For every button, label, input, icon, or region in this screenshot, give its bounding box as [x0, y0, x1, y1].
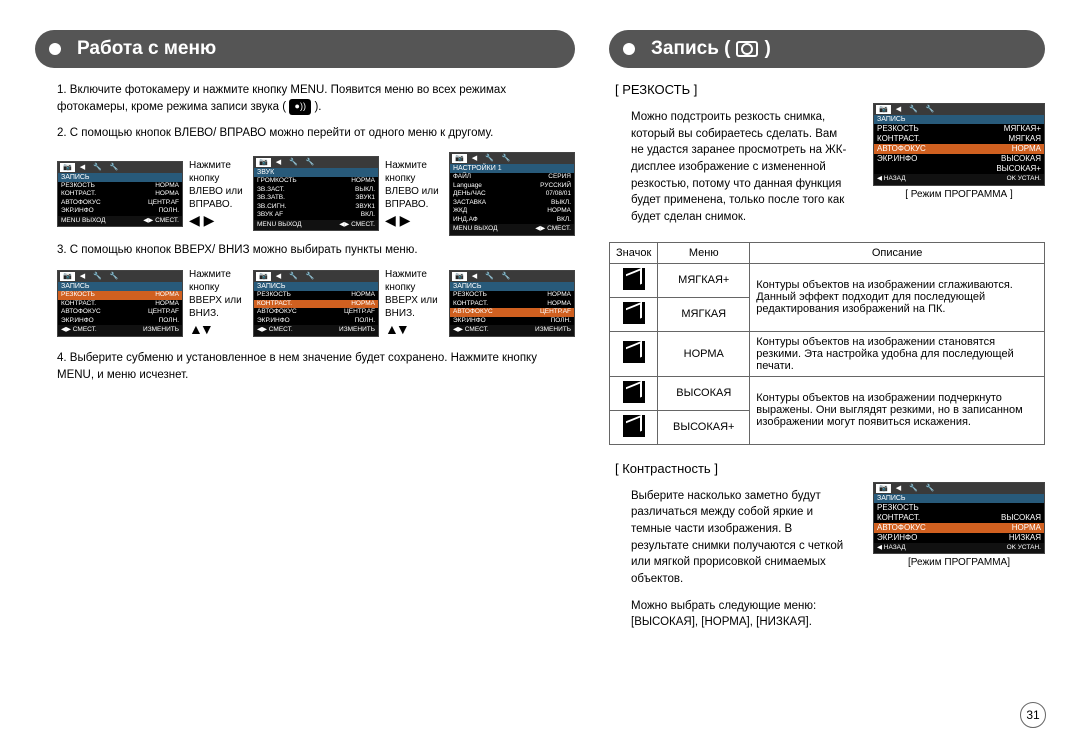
lcd4: 📷◀🔧🔧ЗАПИСЬРЕЗКОСТЬНОРМАКОНТРАСТ.НОРМААВТ…	[57, 270, 183, 337]
sharp-icon	[623, 268, 645, 290]
menu-cell: ВЫСОКАЯ	[658, 376, 750, 410]
hint-ud-2: Нажмите кнопку ВВЕРХ или ВНИЗ. ▲▼	[385, 268, 443, 338]
sharp-icon-cell	[610, 297, 658, 331]
lcd2: 📷◀🔧🔧ЗВУКГРОМКОСТЬНОРМАЗВ.ЗАСТ.ВЫКЛ.ЗВ.ЗА…	[253, 156, 379, 231]
page-columns: Работа с меню 1. Включите фотокамеру и н…	[35, 30, 1045, 641]
lcd1: 📷◀🔧🔧ЗАПИСЬРЕЗКОСТЬНОРМАКОНТРАСТ.НОРМААВТ…	[57, 161, 183, 228]
contrast-heading: [ Контрастность ]	[615, 461, 1039, 476]
hint-ud-1: Нажмите кнопку ВВЕРХ или ВНИЗ. ▲▼	[189, 268, 247, 338]
sharp-text: Можно подстроить резкость снимка, которы…	[631, 109, 847, 226]
lcd6: 📷◀🔧🔧ЗАПИСЬРЕЗКОСТЬНОРМАКОНТРАСТ.НОРМААВТ…	[449, 270, 575, 337]
sharp-lcd-box: 📷◀🔧🔧ЗАПИСЬРЕЗКОСТЬМЯГКАЯ+КОНТРАСТ.МЯГКАЯ…	[873, 103, 1045, 200]
step2: 2. С помощью кнопок ВЛЕВО/ ВПРАВО можно …	[57, 125, 561, 142]
step3: 3. С помощью кнопок ВВЕРХ/ ВНИЗ можно вы…	[57, 242, 561, 259]
contrast-block: Выберите насколько заметно будут различа…	[609, 482, 1045, 641]
menu-cell: НОРМА	[658, 331, 750, 376]
sharp-icon-cell	[610, 376, 658, 410]
voice-icon: ●))	[289, 99, 311, 115]
lcd5: 📷◀🔧🔧ЗАПИСЬРЕЗКОСТЬНОРМАКОНТРАСТ.НОРМААВТ…	[253, 270, 379, 337]
right-title: Запись ( )	[609, 30, 1045, 68]
contrast-lcd: 📷◀🔧🔧ЗАПИСЬРЕЗКОСТЬКОНТРАСТ.ВЫСОКАЯАВТОФО…	[873, 482, 1045, 555]
arrows-ud-icon: ▲▼	[189, 320, 247, 338]
contrast-menus: Можно выбрать следующие меню: [ВЫСОКАЯ],…	[631, 598, 847, 631]
camera-icon	[736, 41, 758, 57]
hint-lr-1: Нажмите кнопку ВЛЕВО или ВПРАВО. ◀ ▶	[189, 159, 247, 229]
menu-cell: МЯГКАЯ+	[658, 263, 750, 297]
sharp-icon-cell	[610, 263, 658, 297]
sharp-icon	[623, 381, 645, 403]
right-title-text: Запись (	[651, 38, 730, 60]
desc-cell: Контуры объектов на изображении сглажива…	[750, 263, 1045, 331]
left-title: Работа с меню	[35, 30, 575, 68]
sharp-icon-cell	[610, 331, 658, 376]
sharp-icon	[623, 341, 645, 363]
th-menu: Меню	[658, 242, 750, 263]
contrast-text: Выберите насколько заметно будут различа…	[631, 488, 847, 588]
sharp-icon	[623, 302, 645, 324]
right-column: Запись ( ) [ РЕЗКОСТЬ ] Можно подстроить…	[609, 30, 1045, 641]
desc-cell: Контуры объектов на изображении становят…	[750, 331, 1045, 376]
th-icon: Значок	[610, 242, 658, 263]
left-title-text: Работа с меню	[77, 38, 216, 60]
menu-cell: ВЫСОКАЯ+	[658, 410, 750, 444]
left-column: Работа с меню 1. Включите фотокамеру и н…	[35, 30, 575, 641]
sharp-caption: [ Режим ПРОГРАММА ]	[873, 189, 1045, 200]
sharp-icon	[623, 415, 645, 437]
lcd3: 📷◀🔧🔧НАСТРОЙКИ 1ФАЙЛСЕРИЯLanguageРУССКИЙД…	[449, 152, 575, 236]
table-header-row: Значок Меню Описание	[610, 242, 1045, 263]
lcd-row-2: 📷◀🔧🔧ЗАПИСЬРЕЗКОСТЬНОРМАКОНТРАСТ.НОРМААВТ…	[57, 268, 575, 338]
contrast-lcd-box: 📷◀🔧🔧ЗАПИСЬРЕЗКОСТЬКОНТРАСТ.ВЫСОКАЯАВТОФО…	[873, 482, 1045, 569]
arrows-lr-icon: ◀ ▶	[385, 211, 443, 229]
sharp-top-block: Можно подстроить резкость снимка, которы…	[609, 103, 1045, 236]
lcd-row-1: 📷◀🔧🔧ЗАПИСЬРЕЗКОСТЬНОРМАКОНТРАСТ.НОРМААВТ…	[57, 152, 575, 236]
sharpness-table: Значок Меню Описание МЯГКАЯ+ Контуры объ…	[609, 242, 1045, 445]
page-number: 31	[1020, 702, 1046, 728]
step4: 4. Выберите субменю и установленное в не…	[57, 350, 561, 383]
table-row: МЯГКАЯ+ Контуры объектов на изображении …	[610, 263, 1045, 297]
sharp-lcd: 📷◀🔧🔧ЗАПИСЬРЕЗКОСТЬМЯГКАЯ+КОНТРАСТ.МЯГКАЯ…	[873, 103, 1045, 186]
menu-cell: МЯГКАЯ	[658, 297, 750, 331]
table-row: ВЫСОКАЯ Контуры объектов на изображении …	[610, 376, 1045, 410]
step1: 1. Включите фотокамеру и нажмите кнопку …	[57, 82, 561, 115]
sharp-icon-cell	[610, 410, 658, 444]
sharp-heading: [ РЕЗКОСТЬ ]	[615, 82, 1039, 97]
arrows-lr-icon: ◀ ▶	[189, 211, 247, 229]
desc-cell: Контуры объектов на изображении подчеркн…	[750, 376, 1045, 444]
table-row: НОРМА Контуры объектов на изображении ст…	[610, 331, 1045, 376]
th-desc: Описание	[750, 242, 1045, 263]
contrast-caption: [Режим ПРОГРАММА]	[873, 557, 1045, 568]
hint-lr-2: Нажмите кнопку ВЛЕВО или ВПРАВО. ◀ ▶	[385, 159, 443, 229]
arrows-ud-icon: ▲▼	[385, 320, 443, 338]
